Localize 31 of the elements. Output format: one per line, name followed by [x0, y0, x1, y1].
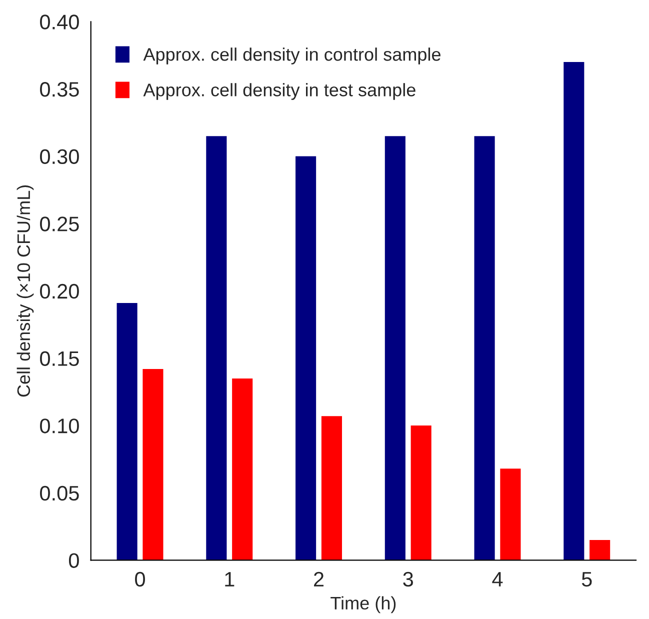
- bar: [384, 136, 406, 560]
- x-tick-label: 5: [582, 572, 592, 587]
- y-tick-label: 0.25: [40, 216, 79, 232]
- x-tick-label: 3: [403, 572, 414, 587]
- y-tick-label: 0.05: [40, 486, 79, 501]
- legend-label: Approx. cell density in test sample: [143, 83, 416, 100]
- y-tick-label: 0.10: [40, 418, 79, 434]
- bar: [564, 62, 584, 560]
- bar: [116, 303, 138, 560]
- x-tick-label: 1: [225, 572, 234, 586]
- bar: [232, 378, 253, 560]
- y-tick-label: 0.20: [40, 284, 79, 299]
- bar: [500, 468, 521, 560]
- y-axis-title: Cell density (×10 CFU/mL): [16, 185, 34, 397]
- bar: [590, 540, 610, 560]
- x-axis-title: Time (h): [330, 596, 396, 614]
- bar: [321, 416, 342, 560]
- x-tick-label: 0: [135, 572, 145, 587]
- legend-label: Approx. cell density in control sample: [143, 48, 440, 64]
- x-tick-label: 2: [314, 572, 324, 586]
- bar: [142, 369, 164, 560]
- bar: [296, 156, 316, 560]
- x-tick-label: 4: [492, 572, 503, 586]
- y-tick-label: 0.15: [40, 351, 79, 366]
- bar: [410, 426, 432, 560]
- y-tick-label: 0.30: [40, 149, 79, 164]
- y-tick-label: 0.35: [40, 82, 79, 97]
- bar: [206, 136, 227, 560]
- y-tick-label: 0.40: [40, 14, 79, 30]
- y-tick-label: 0: [68, 553, 79, 568]
- bar: [474, 136, 495, 560]
